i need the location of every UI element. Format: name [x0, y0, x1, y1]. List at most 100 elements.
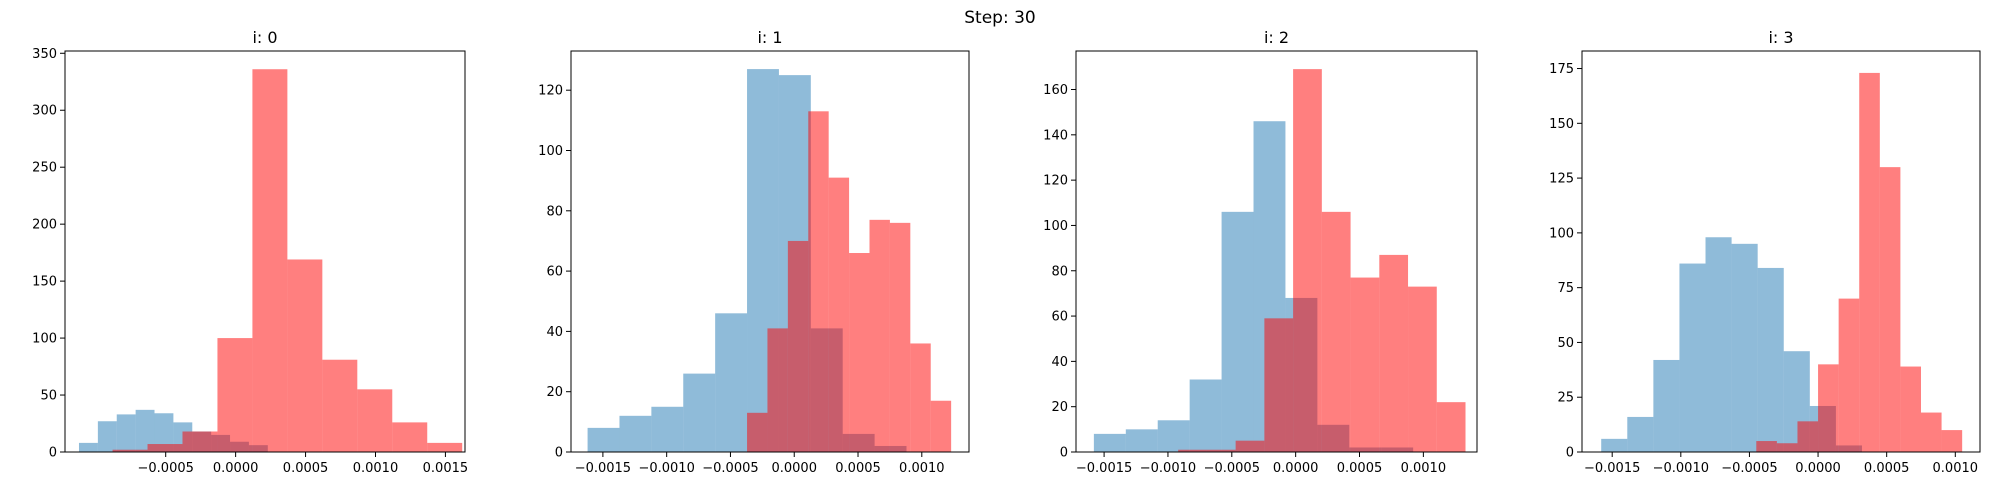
hist-bar-blue-3 [135, 409, 155, 452]
hist-bar-red-7 [889, 222, 911, 452]
hist-bar-red-4 [828, 177, 850, 452]
hist-bar-red-5 [287, 259, 323, 452]
hist-bar-blue-2 [1157, 420, 1190, 452]
panel-1: −0.0015 −0.0010 −0.0005 0.0000 0.0005 0.0010 0… [538, 28, 970, 476]
x-tick-label: −0.0010 [1653, 461, 1709, 476]
y-tick-label: 20 [546, 385, 563, 400]
hist-bar-red-0 [112, 449, 148, 452]
hist-bar-red-0 [1178, 449, 1207, 452]
hist-bar-red-8 [392, 422, 428, 452]
hist-bar-red-1 [147, 444, 183, 452]
hist-bar-blue-4 [154, 413, 174, 452]
hist-bar-red-7 [357, 389, 393, 452]
hist-bar-blue-3 [1679, 263, 1706, 452]
y-tick-label: 25 [1557, 391, 1574, 406]
hist-bar-red-2 [787, 240, 809, 452]
y-tick-label: 100 [1043, 219, 1068, 234]
hist-bar-blue-2 [116, 414, 136, 452]
hist-bar-red-3 [217, 338, 253, 452]
x-tick-label: −0.0010 [638, 461, 694, 476]
x-tick-label: 0.0010 [899, 461, 945, 476]
x-tick-label: −0.0015 [1076, 461, 1132, 476]
y-tick-label: 160 [1043, 83, 1068, 98]
panel-title: i: 1 [757, 28, 782, 47]
x-tick-label: 0.0005 [283, 461, 329, 476]
hist-bar-red-3 [1818, 364, 1839, 452]
y-tick-label: 0 [1566, 446, 1574, 461]
y-tick-label: 75 [1557, 281, 1574, 296]
hist-bar-blue-6 [1757, 267, 1784, 452]
hist-bar-red-9 [427, 442, 463, 452]
y-tick-label: 80 [546, 204, 563, 219]
y-tick-label: 80 [1051, 264, 1068, 279]
hist-bar-blue-2 [1653, 359, 1680, 452]
hist-bar-red-6 [1879, 167, 1901, 453]
hist-bar-red-3 [1264, 318, 1294, 452]
y-tick-label: 60 [546, 265, 563, 280]
hist-bar-blue-0 [78, 442, 98, 452]
y-tick-label: 300 [32, 104, 57, 119]
hist-bar-red-6 [869, 219, 890, 452]
y-tick-label: 100 [32, 332, 57, 347]
hist-bar-red-0 [1756, 441, 1777, 452]
y-tick-label: 50 [40, 389, 57, 404]
y-tick-label: 250 [32, 161, 57, 176]
hist-bar-red-6 [1350, 277, 1380, 452]
y-tick-label: 120 [1043, 174, 1068, 189]
x-tick-label: 0.0000 [1273, 461, 1319, 476]
y-tick-label: 60 [1051, 310, 1068, 325]
hist-bar-blue-4 [715, 313, 748, 452]
hist-bar-blue-5 [1731, 243, 1758, 452]
x-tick-label: 0.0010 [353, 461, 399, 476]
x-tick-label: −0.0015 [1584, 461, 1640, 476]
x-tick-label: 0.0005 [835, 461, 881, 476]
y-tick-label: 20 [1051, 400, 1068, 415]
y-tick-label: 350 [32, 47, 57, 62]
y-tick-label: 100 [538, 144, 563, 159]
hist-bar-blue-0 [1601, 438, 1628, 452]
y-tick-label: 0 [555, 446, 563, 461]
y-tick-label: 40 [1051, 355, 1068, 370]
y-tick-label: 150 [32, 275, 57, 290]
hist-bar-blue-1 [1627, 416, 1654, 452]
hist-bar-red-5 [1321, 211, 1351, 452]
y-tick-label: 50 [1557, 336, 1574, 351]
x-tick-label: −0.0005 [138, 461, 194, 476]
hist-bar-red-2 [1235, 440, 1265, 452]
hist-bar-blue-1 [97, 421, 117, 452]
x-tick-label: −0.0010 [1140, 461, 1196, 476]
hist-bar-blue-0 [1093, 433, 1126, 452]
hist-bar-red-8 [910, 343, 931, 452]
x-tick-label: 0.0000 [771, 461, 817, 476]
panel-0: −0.0005 0.0000 0.0005 0.0010 0.0015 0 50 100 150… [32, 28, 468, 476]
hist-bar-red-6 [322, 359, 358, 452]
x-tick-label: −0.0005 [702, 461, 758, 476]
hist-bar-red-9 [930, 400, 952, 452]
hist-bar-red-9 [1436, 402, 1466, 452]
x-tick-label: −0.0005 [1721, 461, 1777, 476]
y-tick-label: 175 [1549, 62, 1574, 77]
hist-bar-blue-4 [1705, 237, 1732, 452]
y-tick-label: 200 [32, 218, 57, 233]
hist-bar-red-8 [1408, 286, 1437, 452]
axes-frame [570, 50, 970, 453]
axes-frame [1075, 50, 1478, 453]
panel-title: i: 0 [252, 28, 277, 47]
y-tick-label: 0 [49, 446, 57, 461]
hist-bar-red-3 [808, 111, 829, 452]
y-tick-label: 150 [1549, 117, 1574, 132]
axes-frame [1581, 50, 1981, 453]
y-tick-label: 100 [1549, 226, 1574, 241]
hist-bar-red-2 [1797, 421, 1819, 452]
hist-bar-red-8 [1920, 412, 1942, 452]
x-tick-label: −0.0015 [575, 461, 631, 476]
x-tick-label: 0.0010 [1401, 461, 1447, 476]
hist-bar-blue-3 [683, 373, 716, 452]
hist-bar-red-0 [747, 412, 768, 452]
hist-bar-red-9 [1941, 430, 1963, 452]
hist-bar-red-4 [1293, 69, 1322, 452]
panel-2: −0.0015 −0.0010 −0.0005 0.0000 0.0005 0.0010 0… [1043, 28, 1478, 476]
x-tick-label: 0.0010 [1933, 461, 1979, 476]
x-tick-label: 0.0000 [213, 461, 259, 476]
